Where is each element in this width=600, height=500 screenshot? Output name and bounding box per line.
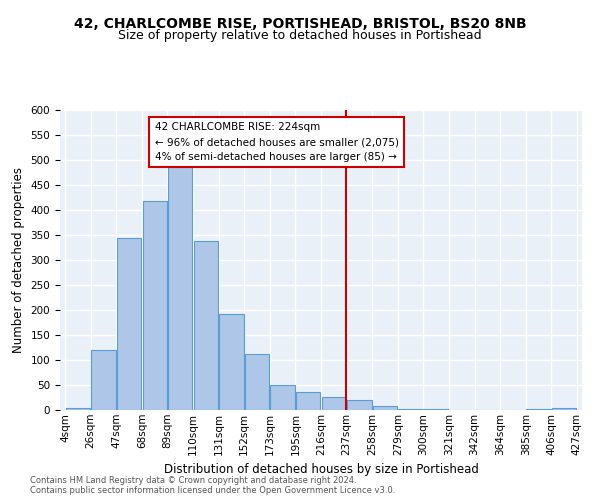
Bar (424, 409, 448, 410)
Bar (117, 238, 141, 410)
Bar (296, 392, 320, 410)
Bar (245, 354, 269, 410)
Bar (271, 385, 295, 410)
Bar (347, 400, 371, 410)
X-axis label: Distribution of detached houses by size in Portishead: Distribution of detached houses by size … (164, 463, 478, 476)
Bar (143, 201, 167, 410)
Bar (373, 406, 397, 410)
Bar (66, 408, 90, 410)
Bar (219, 314, 244, 410)
Text: Contains HM Land Registry data © Crown copyright and database right 2024.
Contai: Contains HM Land Registry data © Crown c… (30, 476, 395, 495)
Bar (322, 397, 346, 410)
Bar (398, 408, 423, 410)
Bar (168, 166, 193, 410)
Bar (91, 350, 116, 410)
Bar (552, 408, 576, 410)
Text: Size of property relative to detached houses in Portishead: Size of property relative to detached ho… (118, 28, 482, 42)
Text: 42, CHARLCOMBE RISE, PORTISHEAD, BRISTOL, BS20 8NB: 42, CHARLCOMBE RISE, PORTISHEAD, BRISTOL… (74, 18, 526, 32)
Y-axis label: Number of detached properties: Number of detached properties (12, 167, 25, 353)
Bar (194, 241, 218, 410)
Text: 42 CHARLCOMBE RISE: 224sqm
← 96% of detached houses are smaller (2,075)
4% of se: 42 CHARLCOMBE RISE: 224sqm ← 96% of deta… (155, 122, 398, 162)
Bar (526, 409, 551, 410)
